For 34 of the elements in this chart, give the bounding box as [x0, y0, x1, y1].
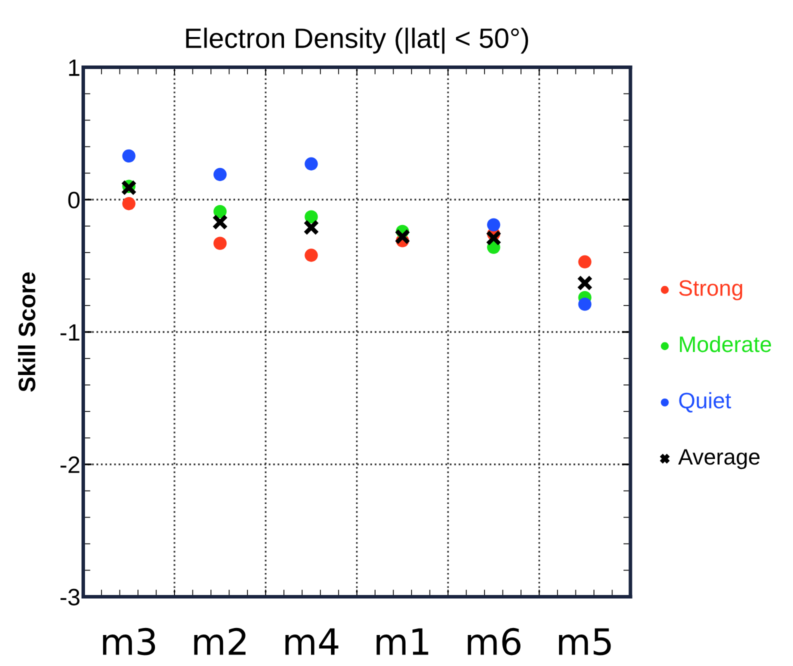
x-tick-label: m4 — [285, 628, 338, 655]
point — [120, 180, 137, 196]
point — [576, 275, 593, 291]
point — [304, 210, 318, 224]
y-tick-label: -2 — [60, 456, 80, 473]
x-tick-label: m2 — [194, 628, 246, 655]
point — [578, 298, 592, 311]
y-tick-label: -3 — [60, 588, 80, 606]
point — [304, 248, 318, 262]
y-tick-label: -1 — [60, 324, 80, 341]
x-tick-label: m5 — [559, 628, 611, 656]
y-axis-title: Skill Score — [18, 272, 36, 392]
chart-title: Electron Density (|lat| < 50°) — [186, 28, 528, 54]
x-tick-label: m3 — [103, 628, 156, 656]
point — [122, 197, 136, 210]
point — [122, 149, 136, 163]
x-tick-label: m6 — [468, 628, 520, 656]
legend-label: Moderate — [680, 336, 772, 352]
point — [303, 220, 320, 236]
legend-label: Strong — [679, 280, 742, 300]
point — [487, 218, 500, 232]
point — [394, 228, 410, 245]
y-tick-label: 1 — [69, 60, 80, 76]
point — [213, 204, 227, 218]
point — [578, 255, 592, 268]
point — [212, 214, 228, 230]
point — [304, 157, 318, 170]
x-tick-label: m1 — [376, 628, 428, 655]
legend-label: Average — [678, 449, 760, 470]
point — [213, 168, 227, 182]
y-tick-label: 0 — [68, 192, 80, 208]
point — [213, 236, 227, 250]
point — [486, 230, 502, 246]
legend-label: Quiet — [679, 392, 732, 412]
